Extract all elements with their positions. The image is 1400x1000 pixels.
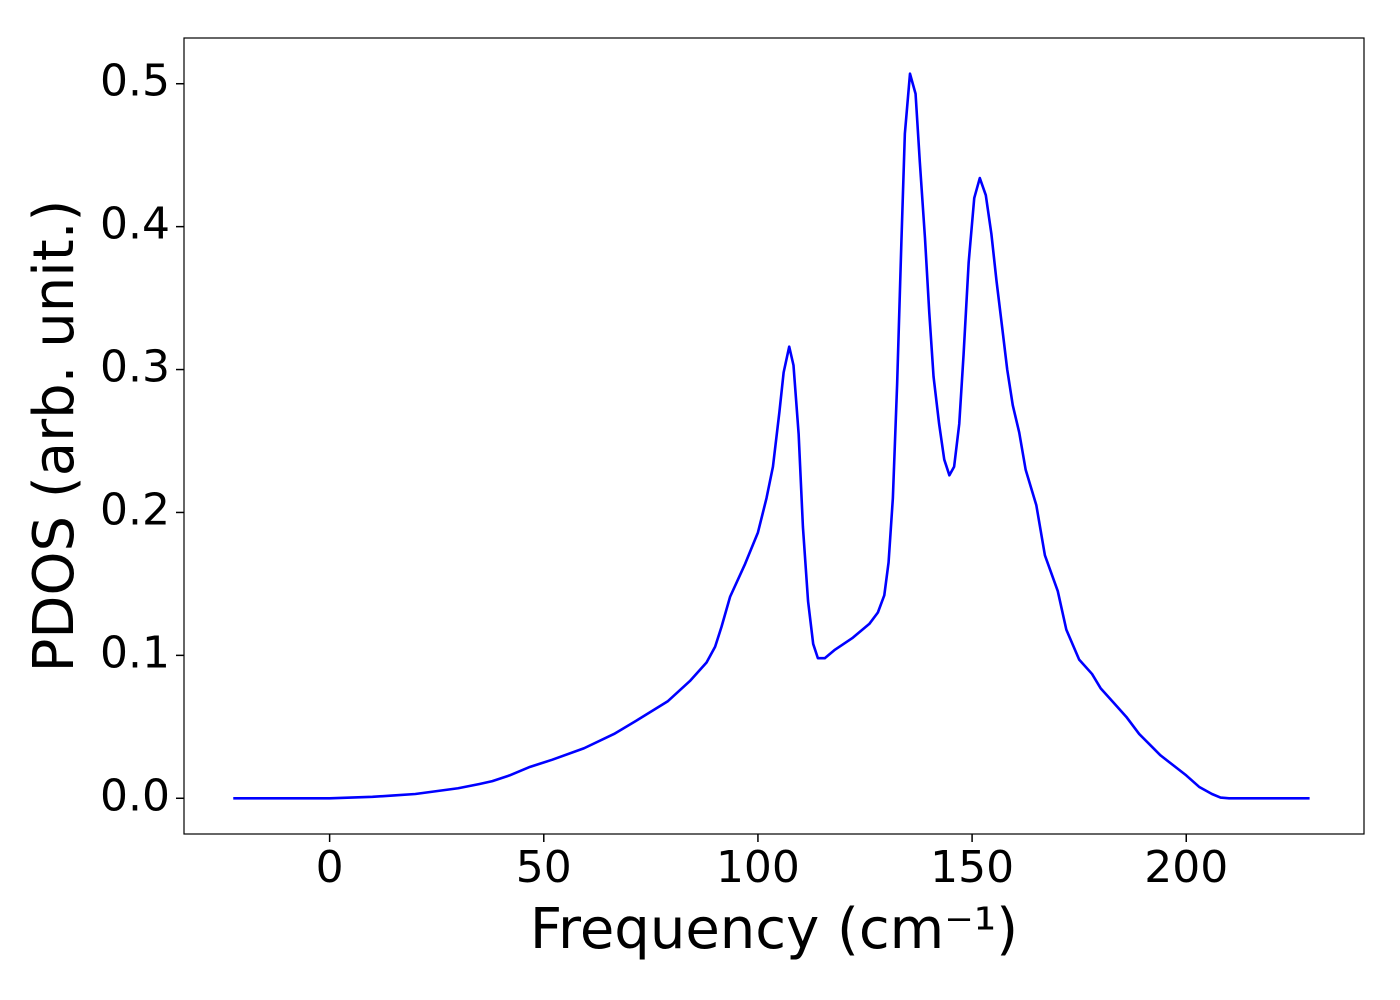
x-tick-label: 100 xyxy=(716,842,800,893)
x-axis-label: Frequency (cm⁻¹) xyxy=(530,897,1018,962)
plot-frame xyxy=(183,37,1365,835)
y-tick-label: 0.5 xyxy=(100,56,170,107)
x-tick-label: 200 xyxy=(1144,842,1228,893)
x-tick-label: 0 xyxy=(316,842,344,893)
y-tick-label: 0.1 xyxy=(100,627,170,678)
y-tick-label: 0.3 xyxy=(100,342,170,393)
y-tick-label: 0.0 xyxy=(100,770,170,821)
y-axis-label: PDOS (arb. unit.) xyxy=(22,200,87,673)
pdos-line xyxy=(233,72,1310,800)
y-tick-label: 0.2 xyxy=(100,484,170,535)
y-tick-label: 0.4 xyxy=(100,199,170,250)
x-tick-label: 50 xyxy=(516,842,572,893)
x-tick-label: 150 xyxy=(930,842,1014,893)
